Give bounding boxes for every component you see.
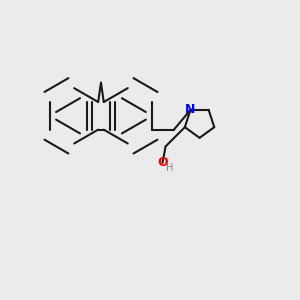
Text: O: O (157, 156, 168, 169)
Text: H: H (166, 163, 174, 173)
Text: N: N (185, 103, 196, 116)
